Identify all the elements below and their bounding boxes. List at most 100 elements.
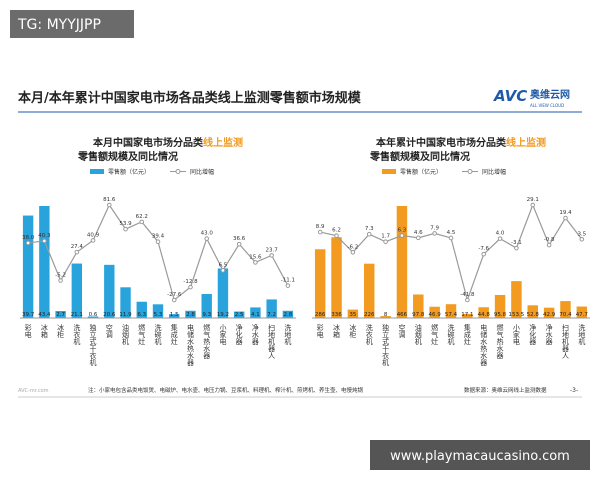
bar-value-label: 17.1 — [461, 312, 473, 318]
x-tick-label: 电储水热水器 — [480, 323, 488, 367]
bar — [380, 316, 391, 318]
bar — [120, 287, 131, 318]
bar-value-label: 0.6 — [89, 312, 98, 318]
bar-value-label: 42.9 — [543, 312, 556, 318]
line-value-label: 53.9 — [119, 221, 132, 227]
bar — [511, 281, 522, 318]
bar-value-label: 286 — [315, 312, 326, 318]
line-marker — [448, 235, 454, 241]
bar — [494, 294, 506, 318]
x-tick-label: 小家电 — [219, 323, 227, 345]
chart-title: 零售额规模及同比情况 — [77, 150, 178, 163]
bar — [364, 263, 375, 318]
bar-value-label: 4.1 — [251, 312, 260, 318]
bar — [314, 249, 326, 318]
line-value-label: 81.6 — [103, 197, 116, 203]
bar — [71, 263, 83, 318]
tag-box — [10, 10, 134, 38]
footer-logo: AVC-mr.com — [18, 388, 49, 394]
legend-label: 零售额（亿元） — [108, 168, 150, 176]
line-value-label: 36.6 — [233, 236, 246, 242]
line-marker — [465, 297, 470, 303]
line-marker — [334, 233, 339, 238]
chart-title: 本月中国家电市场分品类线上监测 — [93, 136, 243, 149]
line-marker — [366, 231, 372, 237]
line-value-label: -6.2 — [348, 244, 359, 250]
line-marker — [269, 253, 274, 258]
line-marker — [204, 236, 210, 241]
x-tick-label: 彩电 — [316, 323, 324, 338]
bar — [429, 306, 440, 318]
bar-value-label: 1.5 — [170, 312, 179, 318]
legend-swatch — [90, 169, 104, 174]
tag: TG: MYYJJPP — [17, 17, 101, 33]
line-marker — [530, 202, 536, 208]
title-highlight: 线上监测 — [203, 136, 243, 149]
bar-value-label: 46.9 — [429, 312, 442, 318]
x-tick-label: 洗衣机 — [73, 323, 81, 346]
line-marker — [58, 278, 63, 283]
line-value-label: -12.8 — [183, 279, 198, 285]
x-tick-label: 冰箱 — [333, 323, 341, 339]
line-marker — [285, 283, 291, 288]
line-marker — [253, 260, 258, 265]
legend-marker — [175, 169, 181, 174]
bar — [39, 206, 50, 318]
bar — [560, 301, 571, 318]
line-marker — [481, 251, 487, 257]
x-tick-label: 燃气热水器 — [203, 323, 211, 360]
page-number: -3- — [570, 387, 578, 394]
bar-value-label: 466 — [397, 312, 408, 318]
line-marker — [415, 235, 421, 241]
line-value-label: -41.8 — [460, 292, 475, 298]
bar-value-label: 336 — [331, 312, 342, 318]
bar — [136, 301, 147, 318]
source: 数据来源：奥维云网线上监测数据 — [464, 386, 547, 394]
bar — [104, 264, 115, 318]
bar — [462, 313, 473, 318]
legend-swatch — [382, 169, 396, 174]
bar — [217, 268, 229, 318]
banner: www.playmacaucasino.com — [390, 449, 570, 464]
line-marker — [350, 249, 356, 255]
x-tick-label: 冰柜 — [349, 323, 357, 339]
bar — [576, 306, 588, 318]
line-value-label: 43.0 — [201, 231, 214, 237]
line — [28, 203, 289, 302]
x-tick-label: 洗碗机 — [154, 323, 162, 346]
x-tick-label: 洗衣机 — [365, 323, 373, 346]
note: 注：小家电包含品类电饭煲、电磁炉、电水壶、电压力锅、豆浆机、料理机、榨汁机、煎烤… — [88, 386, 364, 394]
bar-value-label: 2.5 — [235, 312, 244, 318]
x-tick-label: 电储水热水器 — [186, 323, 194, 367]
line-marker — [317, 229, 323, 235]
line-value-label: 7.9 — [430, 225, 439, 231]
x-tick-label: 小家电 — [512, 323, 520, 345]
line-marker — [139, 219, 145, 225]
line-value-label: 6.5 — [219, 262, 228, 268]
slide-title: 本月/本年累计中国家电市场各品类线上监测零售额市场规模 — [18, 90, 362, 106]
logo-sub: ALL VIEW CLOUD — [530, 103, 564, 108]
line-marker — [123, 226, 128, 232]
bar-value-label: 226 — [364, 312, 375, 318]
bar-value-label: 39.7 — [22, 312, 35, 318]
bar-value-label: 97.8 — [412, 312, 425, 318]
x-tick-label: 扫地机器人 — [561, 323, 569, 359]
line-value-label: 15.6 — [249, 254, 262, 260]
bar-value-label: 44.8 — [478, 312, 491, 318]
legend-label: 零售额（亿元） — [400, 168, 442, 176]
line-marker — [90, 238, 96, 243]
bar — [22, 215, 34, 318]
bar — [331, 237, 342, 318]
line-marker — [236, 241, 242, 247]
legend-label: 同比增幅 — [190, 168, 214, 176]
line-marker — [579, 237, 585, 242]
bar — [55, 311, 66, 318]
line-value-label: 7.3 — [365, 226, 374, 232]
logo: AVC — [493, 87, 527, 105]
bar — [185, 310, 196, 318]
legend-label: 同比增幅 — [482, 168, 506, 176]
bar-value-label: 52.8 — [527, 312, 540, 318]
line-marker — [106, 202, 112, 208]
line-marker — [42, 238, 47, 244]
